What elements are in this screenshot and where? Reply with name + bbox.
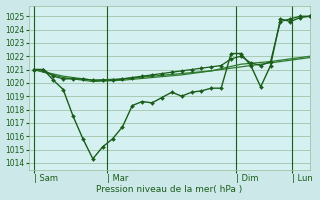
X-axis label: Pression niveau de la mer( hPa ): Pression niveau de la mer( hPa )	[96, 185, 243, 194]
